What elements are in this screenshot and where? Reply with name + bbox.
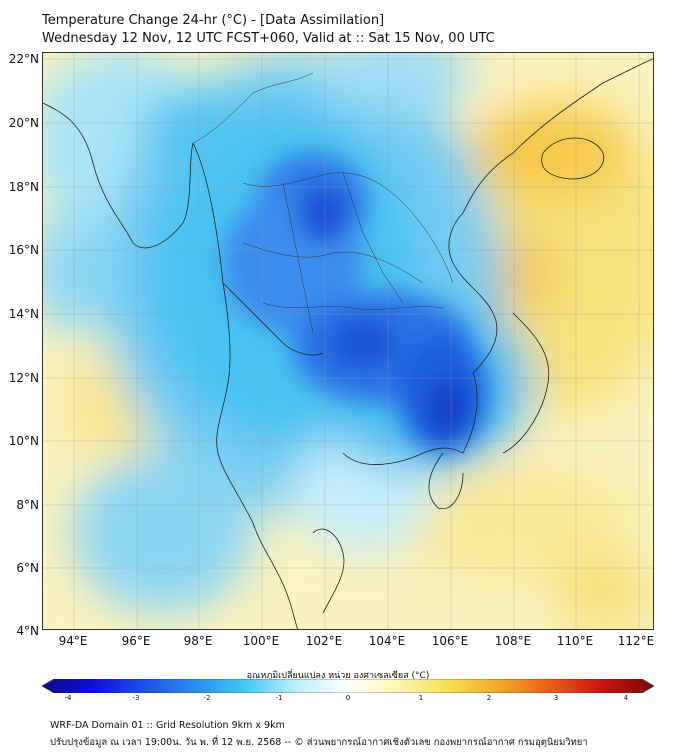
lat-label-10: 10°N <box>8 434 39 448</box>
colorbar-tick: -2 <box>203 694 211 702</box>
admin-borders <box>192 72 454 334</box>
lat-label-8: 8°N <box>16 498 39 512</box>
colorbar-label: อุณหภูมิเปลี่ยนแปลง หน่วย องศาเซลเซียส (… <box>246 671 430 681</box>
lon-label-112: 112°E <box>617 634 655 648</box>
lat-label-14: 14°N <box>8 307 39 321</box>
colorbar <box>42 679 654 693</box>
lat-label-18: 18°N <box>8 180 39 194</box>
colorbar-tick: -1 <box>275 694 283 702</box>
colorbar-tick: 3 <box>553 694 559 702</box>
lon-label-102: 102°E <box>305 634 343 648</box>
footer-credit: ปรับปรุงข้อมูล ณ เวลา 19:00น. วัน พ. ที่… <box>50 737 588 748</box>
lon-label-106: 106°E <box>431 634 469 648</box>
lat-label-6: 6°N <box>16 561 39 575</box>
colorbar-tick: 2 <box>486 694 492 702</box>
colorbar-tick: 4 <box>623 694 629 702</box>
colorbar-tick: -4 <box>64 694 72 702</box>
colorbar-gradient <box>42 679 654 693</box>
lat-label-22: 22°N <box>8 52 39 66</box>
lon-label-100: 100°E <box>242 634 280 648</box>
cold-core <box>223 153 488 453</box>
lat-label-4: 4°N <box>16 624 39 638</box>
coastlines <box>43 58 653 629</box>
lat-label-12: 12°N <box>8 371 39 385</box>
colorbar-tick: 0 <box>345 694 351 702</box>
map-subtitle: Wednesday 12 Nov, 12 UTC FCST+060, Valid… <box>42 31 495 46</box>
lon-label-104: 104°E <box>368 634 406 648</box>
lon-label-108: 108°E <box>494 634 532 648</box>
footer-grid-info: WRF-DA Domain 01 :: Grid Resolution 9km … <box>50 720 285 731</box>
map-canvas <box>43 53 653 629</box>
lon-label-98: 98°E <box>183 634 213 648</box>
map-title: Temperature Change 24-hr (°C) - [Data As… <box>42 13 385 28</box>
temperature-change-map[interactable] <box>42 52 654 630</box>
lon-label-110: 110°E <box>556 634 594 648</box>
colorbar-tick: 1 <box>418 694 424 702</box>
lon-label-94: 94°E <box>58 634 88 648</box>
lat-label-20: 20°N <box>8 116 39 130</box>
lat-label-16: 16°N <box>8 243 39 257</box>
graticule <box>43 53 653 629</box>
colorbar-tick: -3 <box>132 694 140 702</box>
lon-label-96: 96°E <box>121 634 151 648</box>
